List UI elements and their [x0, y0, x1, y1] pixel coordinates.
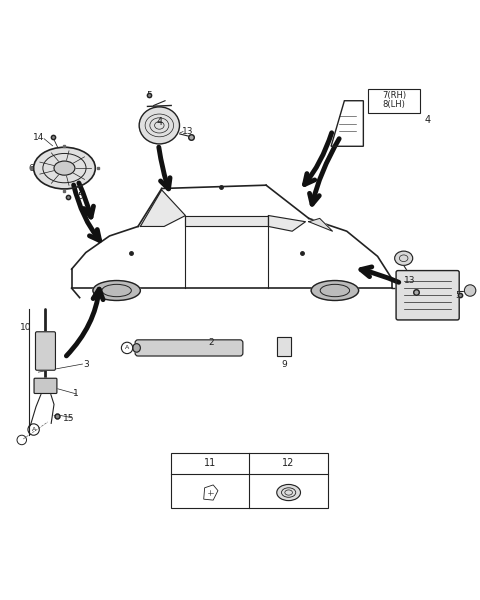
Text: 2: 2	[209, 338, 215, 347]
Text: 13: 13	[404, 275, 416, 284]
Bar	[277, 337, 291, 356]
Bar	[277, 337, 291, 356]
FancyBboxPatch shape	[34, 378, 57, 394]
Text: 4: 4	[425, 115, 431, 125]
Text: 11: 11	[204, 458, 216, 468]
Text: 12: 12	[282, 458, 295, 468]
Ellipse shape	[34, 147, 96, 189]
Ellipse shape	[277, 484, 300, 500]
Polygon shape	[309, 218, 333, 231]
Ellipse shape	[54, 161, 75, 175]
Ellipse shape	[93, 281, 140, 301]
Text: 5: 5	[456, 291, 461, 300]
Text: 7(RH): 7(RH)	[382, 91, 406, 100]
Text: 13: 13	[182, 127, 193, 136]
Ellipse shape	[395, 251, 413, 265]
Polygon shape	[185, 215, 268, 226]
Circle shape	[465, 285, 476, 296]
Polygon shape	[140, 190, 185, 226]
Text: 3: 3	[83, 359, 89, 368]
Bar	[368, 89, 420, 113]
Ellipse shape	[311, 281, 359, 301]
Text: A: A	[32, 427, 36, 432]
Text: A: A	[125, 346, 129, 350]
Text: 6: 6	[28, 164, 34, 173]
Ellipse shape	[133, 344, 140, 352]
FancyBboxPatch shape	[396, 271, 459, 320]
Text: 8(LH): 8(LH)	[383, 100, 406, 109]
Text: 4: 4	[156, 117, 162, 127]
Text: 14: 14	[33, 133, 44, 142]
Ellipse shape	[139, 107, 180, 144]
Bar	[171, 453, 328, 508]
Polygon shape	[268, 215, 305, 231]
Text: 1: 1	[73, 389, 79, 398]
Text: 5: 5	[146, 91, 152, 100]
FancyBboxPatch shape	[135, 340, 243, 356]
FancyBboxPatch shape	[36, 332, 56, 370]
Text: 15: 15	[63, 414, 75, 423]
Text: 5: 5	[77, 192, 83, 201]
Text: 10: 10	[20, 323, 31, 332]
Text: 9: 9	[281, 359, 287, 368]
